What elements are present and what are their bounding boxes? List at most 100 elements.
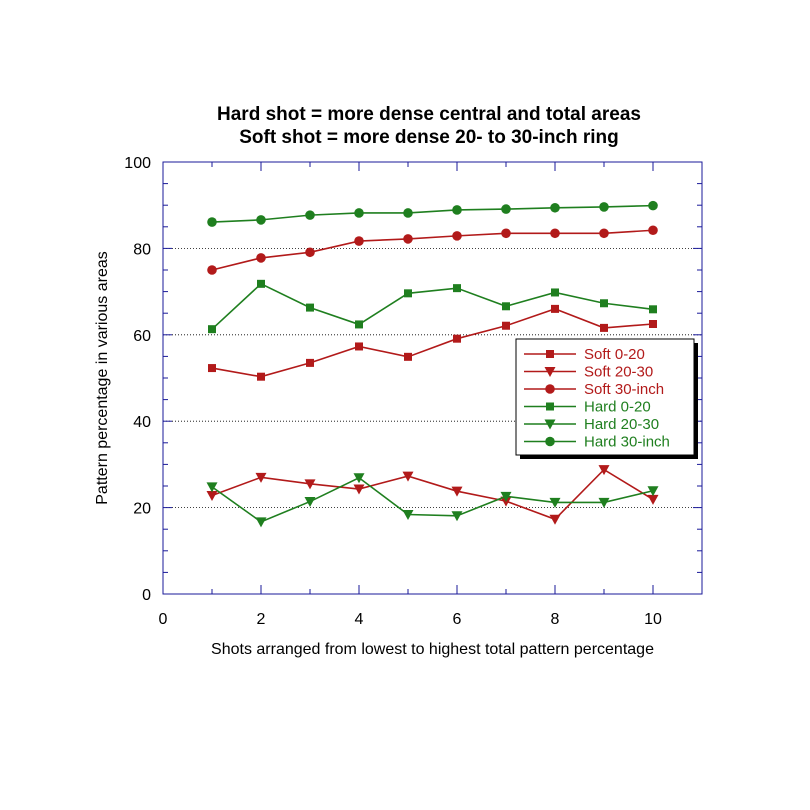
axis-ticks: 0 20 40 60 80 100 0 2 4 6 8 10 bbox=[124, 155, 702, 628]
data-point bbox=[648, 200, 658, 211]
data-point bbox=[306, 303, 314, 312]
legend-marker bbox=[544, 367, 556, 377]
data-point bbox=[647, 486, 659, 497]
series-hard-0-20 bbox=[208, 279, 657, 334]
data-point bbox=[649, 305, 657, 314]
data-point bbox=[257, 279, 265, 288]
data-point bbox=[304, 479, 316, 490]
x-tick-label: 10 bbox=[644, 611, 662, 628]
data-point bbox=[305, 247, 315, 258]
legend-marker bbox=[546, 350, 554, 358]
x-tick-label: 2 bbox=[257, 611, 266, 628]
data-point bbox=[451, 486, 463, 497]
x-tick-label: 6 bbox=[453, 611, 462, 628]
data-point bbox=[453, 334, 461, 343]
data-point bbox=[549, 497, 561, 508]
series-line bbox=[211, 476, 654, 523]
data-point bbox=[256, 253, 266, 263]
data-point bbox=[207, 217, 217, 227]
legend-label: Hard 0-20 bbox=[584, 399, 651, 416]
data-point bbox=[549, 514, 561, 525]
data-point bbox=[355, 320, 363, 329]
data-point bbox=[255, 517, 267, 528]
data-point bbox=[403, 234, 413, 244]
data-point bbox=[404, 352, 412, 361]
x-tick-label: 4 bbox=[355, 611, 364, 628]
data-point bbox=[649, 320, 657, 328]
legend-label: Hard 20-30 bbox=[584, 416, 659, 433]
data-point bbox=[453, 284, 461, 293]
chart-title-line-2: Soft shot = more dense 20- to 30-inch ri… bbox=[239, 127, 619, 148]
data-point bbox=[600, 323, 608, 332]
data-point bbox=[305, 210, 315, 220]
series-line bbox=[211, 308, 654, 378]
y-axis-label: Pattern percentage in various areas bbox=[94, 251, 111, 504]
data-point bbox=[256, 215, 266, 225]
data-point bbox=[353, 484, 365, 495]
data-point bbox=[502, 302, 510, 311]
data-point bbox=[551, 288, 559, 297]
y-tick-label: 40 bbox=[133, 414, 151, 431]
legend-item: Hard 30-inch bbox=[524, 434, 670, 451]
legend-label: Soft 20-30 bbox=[584, 364, 653, 381]
data-point bbox=[208, 325, 216, 334]
plot-area-frame bbox=[162, 161, 703, 595]
data-point bbox=[647, 494, 659, 505]
data-point bbox=[206, 491, 218, 502]
data-point bbox=[451, 511, 463, 522]
data-point bbox=[304, 497, 316, 508]
series-line bbox=[211, 229, 654, 271]
data-point bbox=[452, 205, 462, 215]
data-point bbox=[500, 491, 512, 502]
legend-label: Hard 30-inch bbox=[584, 434, 670, 451]
data-point bbox=[207, 265, 217, 275]
data-point bbox=[599, 202, 609, 212]
series-line bbox=[211, 468, 654, 521]
y-tick-label: 60 bbox=[133, 328, 151, 345]
series-line bbox=[211, 204, 654, 223]
series-hard-20-30 bbox=[206, 473, 659, 528]
series-line bbox=[211, 282, 654, 330]
data-point bbox=[355, 342, 363, 351]
data-point bbox=[306, 358, 314, 367]
data-point bbox=[353, 473, 365, 484]
x-tick-label: 0 bbox=[159, 611, 168, 628]
data-point bbox=[257, 372, 265, 381]
data-point bbox=[404, 289, 412, 298]
legend-item: Hard 20-30 bbox=[524, 416, 659, 433]
data-point bbox=[598, 465, 610, 476]
data-point bbox=[550, 202, 560, 213]
series-soft-0-20 bbox=[208, 304, 657, 381]
data-point bbox=[354, 208, 364, 218]
data-point bbox=[255, 472, 267, 483]
legend-label: Soft 0-20 bbox=[584, 346, 645, 363]
x-axis-label: Shots arranged from lowest to highest to… bbox=[211, 641, 654, 658]
data-point bbox=[402, 471, 414, 482]
data-point bbox=[551, 304, 559, 313]
data-point bbox=[598, 497, 610, 508]
series-soft-30-inch bbox=[207, 225, 658, 275]
chart-title-line-1: Hard shot = more dense central and total… bbox=[217, 104, 641, 125]
series-hard-30-inch bbox=[207, 200, 658, 227]
data-point bbox=[600, 299, 608, 308]
data-point bbox=[599, 228, 609, 239]
y-tick-label: 20 bbox=[133, 501, 151, 518]
data-point bbox=[550, 228, 560, 239]
legend-item: Soft 0-20 bbox=[524, 346, 645, 363]
data-point bbox=[206, 482, 218, 493]
data-point bbox=[502, 321, 510, 330]
legend-marker bbox=[545, 436, 555, 447]
data-point bbox=[402, 510, 414, 521]
data-point bbox=[354, 236, 364, 246]
data-point bbox=[501, 228, 511, 239]
legend-marker bbox=[545, 384, 555, 394]
legend-label: Soft 30-inch bbox=[584, 381, 664, 398]
legend-marker bbox=[546, 402, 554, 411]
data-point bbox=[501, 204, 511, 214]
y-tick-label: 80 bbox=[133, 241, 151, 258]
y-tick-label: 0 bbox=[142, 587, 151, 604]
legend-marker bbox=[544, 419, 556, 430]
legend-item: Soft 20-30 bbox=[524, 364, 653, 381]
